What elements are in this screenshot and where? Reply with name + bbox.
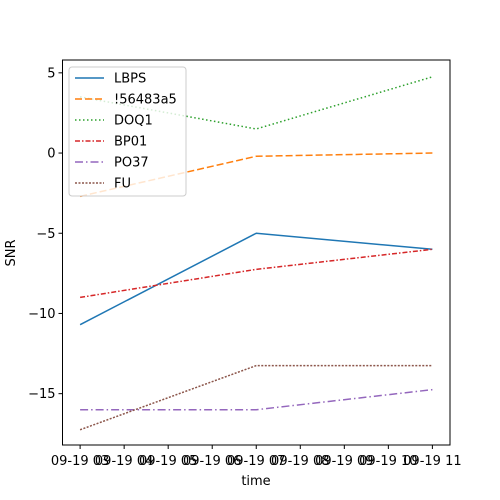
legend-label-0: LBPS	[114, 72, 146, 87]
series-line-4	[80, 388, 433, 411]
y-tick-label: 0	[47, 147, 55, 162]
x-tick-label: 09-19 08	[271, 454, 329, 469]
legend-label-4: PO37	[114, 156, 149, 171]
x-tick-label: 09-19 11	[403, 454, 461, 469]
x-tick-label: 09-19 07	[227, 454, 285, 469]
x-tick-label: 09-19 04	[95, 454, 153, 469]
series-line-0	[79, 232, 433, 326]
y-tick-label: −15	[28, 387, 55, 402]
series-line-3	[79, 248, 433, 299]
x-tick-label: 09-19 03	[51, 454, 109, 469]
y-tick-label: 5	[47, 66, 55, 81]
y-tick-label: −10	[28, 307, 55, 322]
y-tick-label: −5	[36, 227, 55, 242]
y-axis-label: SNR	[4, 239, 19, 266]
x-tick-label: 09-19 10	[359, 454, 417, 469]
legend-label-3: BP01	[114, 135, 147, 150]
x-tick-label: 09-19 05	[139, 454, 197, 469]
legend-label-5: FU	[114, 177, 131, 192]
legend: LBPS !56483a5 DOQ1 BP01 PO37 FU	[68, 66, 187, 197]
y-axis-ticks: −15 −10 −5 0 5	[28, 66, 63, 402]
x-tick-label: 09-19 09	[315, 454, 373, 469]
plot-frame	[62, 59, 451, 446]
x-axis-label: time	[241, 474, 270, 489]
series-line-5	[79, 364, 433, 431]
legend-label-1: !56483a5	[114, 93, 177, 108]
legend-label-2: DOQ1	[114, 114, 153, 129]
x-tick-label: 09-19 06	[183, 454, 241, 469]
